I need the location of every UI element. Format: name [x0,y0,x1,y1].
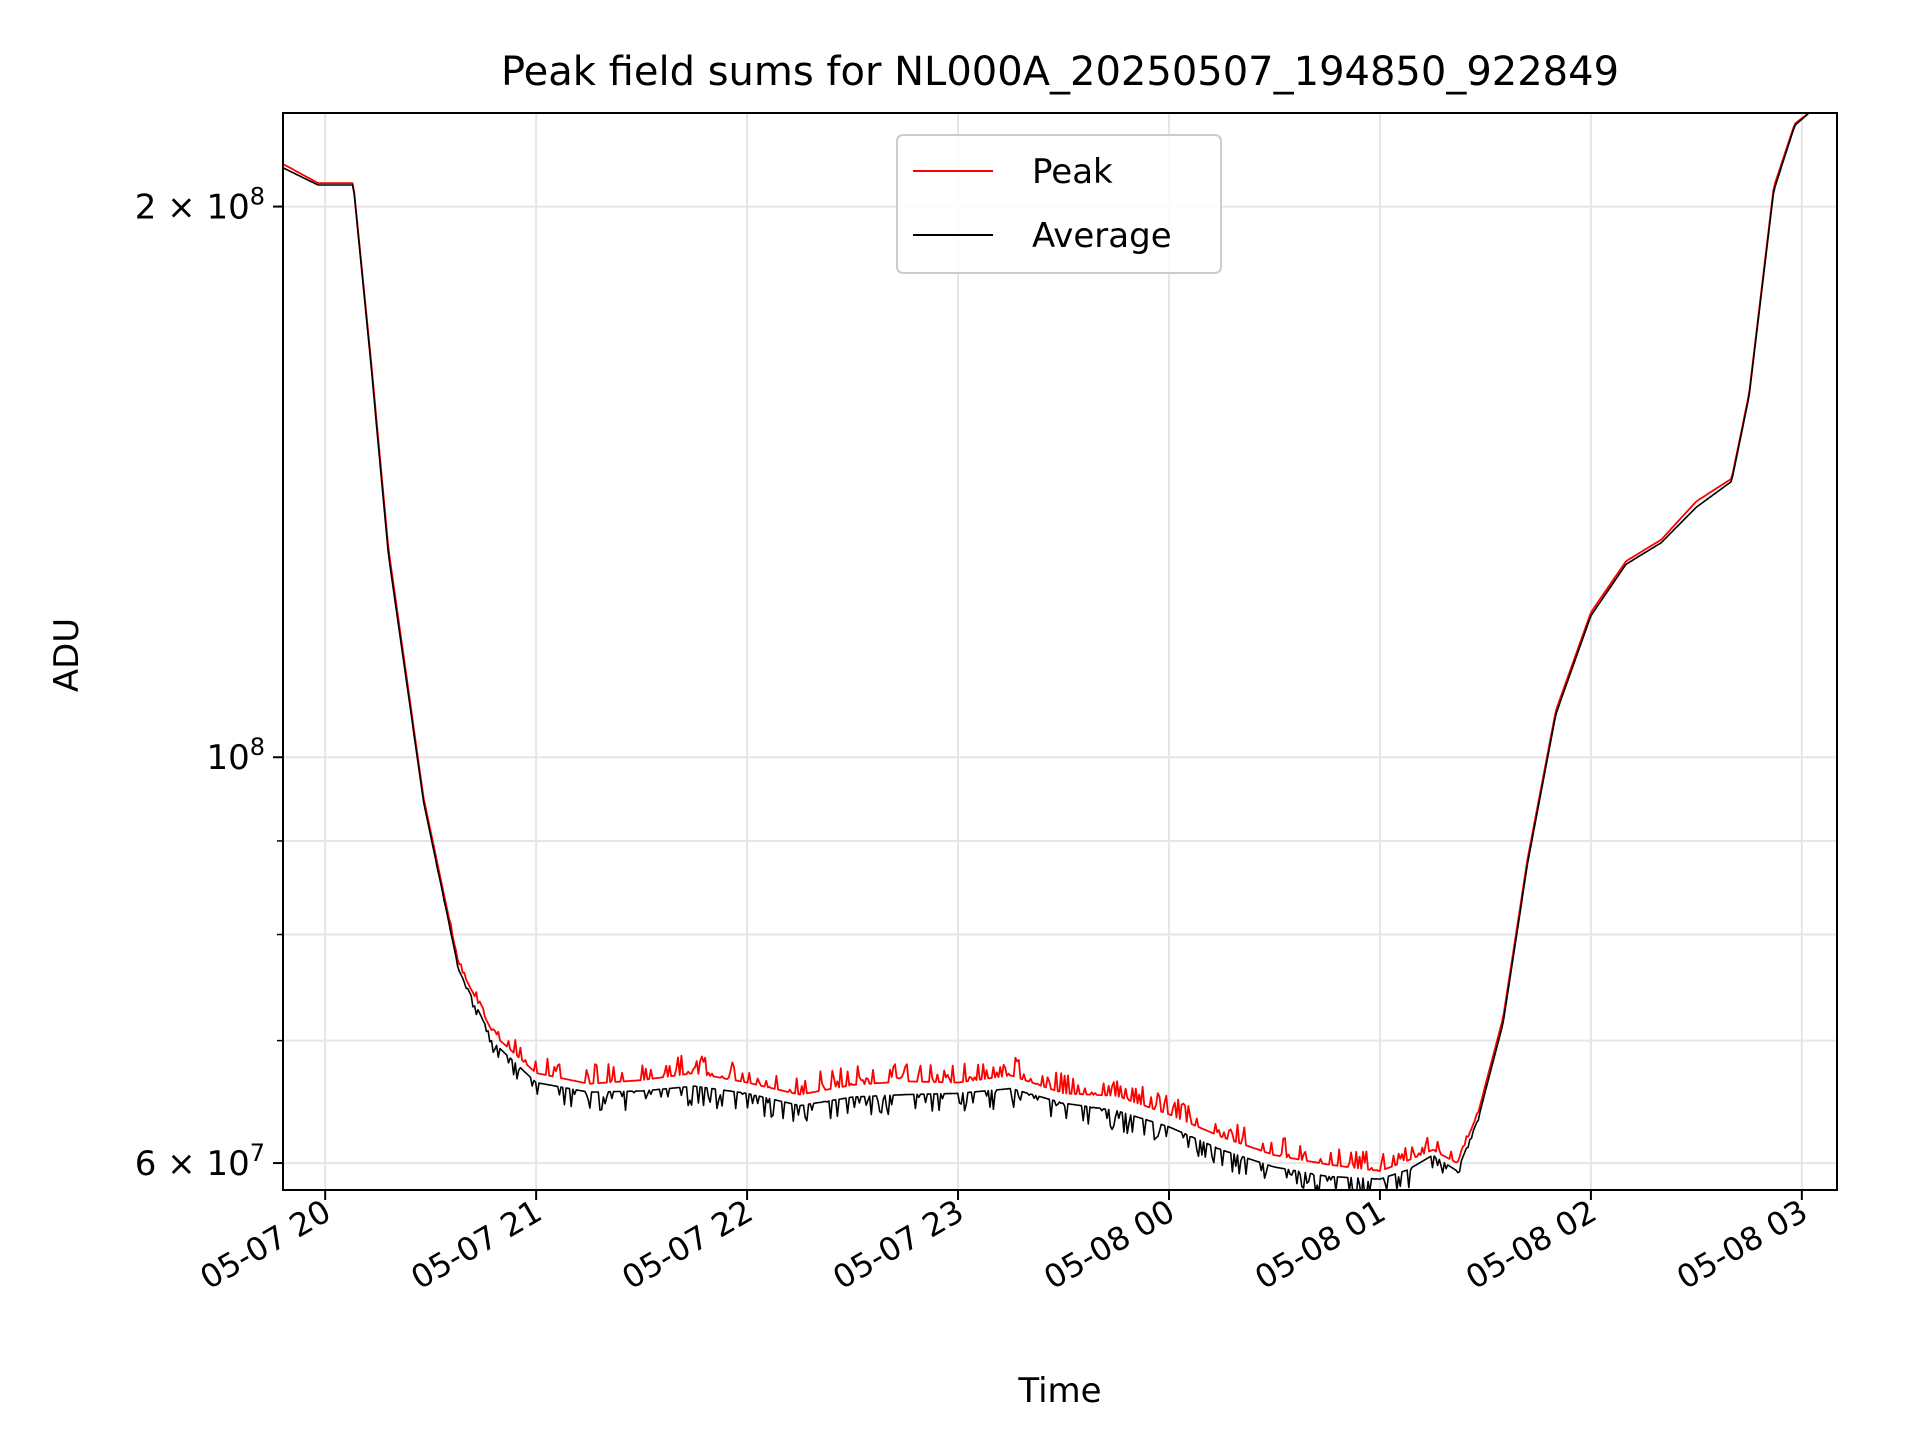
legend: Peak Average [896,134,1222,274]
y-axis-label: ADU [47,618,87,692]
y-tick-label: 6 × 107 [135,1139,265,1184]
y-tick-label: 108 [206,733,265,778]
chart-title: Peak field sums for NL000A_20250507_1948… [501,49,1619,95]
y-tick-label: 2 × 108 [135,183,265,228]
legend-label-average: Average [1032,216,1172,256]
series-line-average [283,113,1810,1190]
legend-label-peak: Peak [1032,152,1113,192]
legend-box [896,134,1222,274]
plot-area [283,113,1810,1190]
series-line-peak [283,113,1810,1172]
axes-frame [282,112,1838,1191]
x-axis-label: Time [1017,1371,1101,1411]
grid [283,113,1837,1190]
